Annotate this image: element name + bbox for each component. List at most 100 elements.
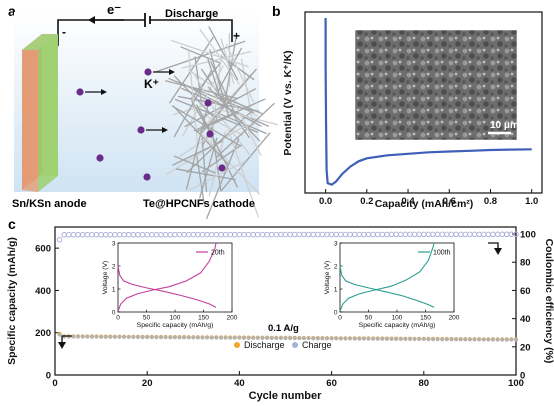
inset-charge-curve	[339, 242, 435, 312]
charge-point	[394, 336, 399, 341]
charge-point	[454, 337, 459, 342]
inset-xtick-label: 150	[198, 315, 209, 322]
inset-legend-label: 20th	[211, 250, 225, 257]
anode-side-face	[22, 50, 38, 192]
ce-point	[195, 231, 201, 238]
charge-point	[200, 335, 205, 340]
inset-xlabel: Specific capacity (mAh/g)	[359, 322, 436, 329]
fiber	[207, 86, 261, 142]
ce-point	[347, 231, 353, 238]
inset-ytick-label: 0	[334, 309, 338, 316]
charge-point	[472, 337, 477, 342]
fiber	[214, 108, 252, 158]
potassium-ions	[76, 68, 226, 181]
ce-point	[480, 231, 487, 238]
ce-point	[361, 231, 367, 238]
ce-point	[467, 231, 473, 238]
inset-xtick-label: 200	[227, 315, 238, 322]
ce-point	[494, 231, 501, 238]
ce-point	[462, 231, 469, 238]
ce-point	[310, 231, 316, 238]
ce-point	[374, 231, 381, 238]
ce-point	[222, 231, 229, 238]
discharge-label: Discharge	[165, 8, 218, 20]
fiber	[190, 61, 222, 100]
left-axis-arrow	[61, 335, 72, 344]
inset-charge-curve	[117, 242, 217, 312]
fiber	[225, 44, 254, 103]
charge-point	[94, 334, 99, 339]
ce-point	[434, 231, 441, 238]
ce-point	[301, 231, 307, 238]
fiber	[196, 104, 238, 188]
panel-c-ytick-right-label: 80	[520, 258, 531, 269]
right-axis-arrow	[488, 242, 499, 250]
ce-point	[250, 231, 256, 238]
ion-7	[218, 164, 226, 172]
ce-point	[199, 231, 206, 238]
inset-ytick-label: 3	[334, 240, 338, 247]
anode-front-layer	[38, 34, 58, 192]
charge-point	[347, 336, 353, 341]
charge-point	[214, 335, 219, 340]
electron-arrowhead	[88, 16, 95, 24]
charge-point	[500, 337, 505, 342]
panel-c-xlabel: Cycle number	[249, 390, 322, 402]
panel-c-ytick-label: 400	[35, 286, 51, 297]
inset-100th: 0 50 100 150 200 0 1 2 3 Specific capacity (mAh/g…	[324, 240, 460, 329]
ce-point	[416, 231, 422, 238]
plus-sign: +	[233, 29, 240, 43]
charge-point	[209, 335, 214, 340]
charge-point	[352, 336, 357, 341]
charge-point	[421, 336, 426, 342]
panel-c-xtick-label: 40	[234, 378, 245, 389]
charge-point	[380, 336, 385, 341]
charge-point	[463, 337, 468, 342]
ce-point	[126, 231, 132, 238]
ce-point	[61, 232, 67, 238]
charge-point	[324, 336, 330, 341]
anode-top-face	[22, 34, 58, 50]
charge-point	[223, 335, 228, 340]
ce-point	[457, 231, 464, 238]
charge-point	[80, 334, 85, 339]
inset-ylabel: Voltage (V)	[102, 261, 109, 295]
ce-point	[490, 231, 496, 238]
ce-point	[56, 236, 63, 243]
ce-point	[185, 231, 192, 238]
ce-point	[453, 231, 459, 238]
electron-label: e⁻	[107, 2, 121, 17]
fiber	[210, 53, 223, 145]
inset-xtick-label: 150	[420, 315, 431, 322]
charge-point	[112, 334, 117, 339]
charge-point	[182, 335, 187, 340]
charge-point	[218, 335, 224, 340]
ce-point	[84, 231, 91, 238]
charge-point	[513, 337, 519, 342]
panel-b-xlabel: Capacity (mAh/cm²)	[375, 198, 474, 210]
inset-xtick-label: 50	[143, 315, 151, 322]
ce-point	[342, 231, 349, 238]
fiber	[200, 73, 253, 132]
inset-xtick-label: 0	[338, 315, 342, 322]
panel-c-letter: c	[8, 216, 16, 232]
charge-point	[334, 336, 339, 341]
ce-point	[504, 231, 510, 238]
panel-b-xtick-label: 0.4	[401, 196, 415, 207]
charge-point	[435, 337, 440, 342]
fiber	[194, 73, 220, 118]
panel-c-ytick-label: 200	[35, 328, 51, 339]
ce-point	[273, 231, 280, 238]
charge-point	[228, 335, 233, 340]
charge-point	[357, 336, 362, 341]
charge-point	[407, 336, 413, 341]
ce-point	[291, 231, 298, 238]
panel-c-points	[56, 231, 519, 342]
fiber	[199, 137, 218, 199]
ce-point	[471, 231, 478, 238]
ce-point	[278, 231, 284, 238]
charge-point	[366, 336, 371, 341]
charge-point	[232, 335, 237, 340]
